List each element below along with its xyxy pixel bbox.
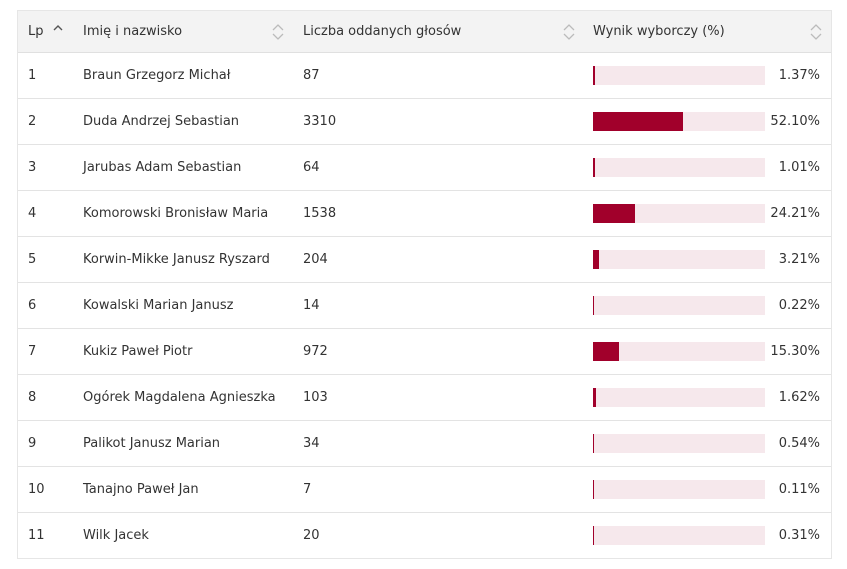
- result-bar: [593, 158, 765, 177]
- result-percent: 15.30%: [770, 344, 820, 359]
- result-bar-fill: [593, 112, 683, 131]
- result-bar: [593, 296, 765, 315]
- row-lp: 3: [28, 160, 37, 175]
- result-bar-fill: [593, 388, 596, 407]
- result-bar-fill: [593, 296, 595, 315]
- row-lp: 6: [28, 298, 37, 313]
- column-header-votes-label: Liczba oddanych głosów: [303, 24, 462, 39]
- result-percent: 1.01%: [778, 160, 820, 175]
- vote-count: 64: [303, 160, 320, 175]
- vote-count: 3310: [303, 114, 337, 129]
- table-row: 3 Jarubas Adam Sebastian 64 1.01%: [18, 145, 831, 191]
- result-bar: [593, 526, 765, 545]
- result-bar-fill: [593, 480, 595, 499]
- result-percent: 0.11%: [778, 482, 820, 497]
- row-lp: 4: [28, 206, 37, 221]
- row-lp: 9: [28, 436, 37, 451]
- row-lp: 11: [28, 528, 45, 543]
- table-row: 10 Tanajno Paweł Jan 7 0.11%: [18, 467, 831, 513]
- vote-count: 7: [303, 482, 312, 497]
- result-bar: [593, 388, 765, 407]
- result-bar: [593, 250, 765, 269]
- row-lp: 1: [28, 68, 37, 83]
- table-row: 5 Korwin-Mikke Janusz Ryszard 204 3.21%: [18, 237, 831, 283]
- column-header-name-label: Imię i nazwisko: [83, 24, 183, 39]
- sort-toggle-icon[interactable]: [271, 23, 285, 41]
- result-bar: [593, 480, 765, 499]
- table-row: 8 Ogórek Magdalena Agnieszka 103 1.62%: [18, 375, 831, 421]
- vote-count: 20: [303, 528, 320, 543]
- row-lp: 5: [28, 252, 37, 267]
- candidate-name: Braun Grzegorz Michał: [83, 68, 231, 83]
- result-percent: 24.21%: [770, 206, 820, 221]
- result-percent: 0.31%: [778, 528, 820, 543]
- candidate-name: Kukiz Paweł Piotr: [83, 344, 193, 359]
- column-header-name[interactable]: Imię i nazwisko: [83, 11, 283, 52]
- vote-count: 204: [303, 252, 328, 267]
- candidate-name: Korwin-Mikke Janusz Ryszard: [83, 252, 270, 267]
- column-header-lp[interactable]: Lp: [28, 11, 73, 52]
- table-row: 9 Palikot Janusz Marian 34 0.54%: [18, 421, 831, 467]
- row-lp: 7: [28, 344, 37, 359]
- vote-count: 14: [303, 298, 320, 313]
- table-row: 7 Kukiz Paweł Piotr 972 15.30%: [18, 329, 831, 375]
- table-row: 2 Duda Andrzej Sebastian 3310 52.10%: [18, 99, 831, 145]
- result-bar: [593, 66, 765, 85]
- sort-toggle-icon[interactable]: [562, 23, 576, 41]
- result-bar: [593, 434, 765, 453]
- result-bar-fill: [593, 204, 635, 223]
- column-header-result[interactable]: Wynik wyborczy (%): [593, 11, 813, 52]
- result-bar: [593, 112, 765, 131]
- vote-count: 972: [303, 344, 328, 359]
- column-header-votes[interactable]: Liczba oddanych głosów: [303, 11, 578, 52]
- result-percent: 52.10%: [770, 114, 820, 129]
- vote-count: 103: [303, 390, 328, 405]
- vote-count: 1538: [303, 206, 337, 221]
- table-header: Lp Imię i nazwisko Liczba oddanych głosó…: [18, 11, 831, 53]
- column-header-result-label: Wynik wyborczy (%): [593, 24, 725, 39]
- table-body: 1 Braun Grzegorz Michał 87 1.37% 2 Duda …: [18, 53, 831, 558]
- vote-count: 87: [303, 68, 320, 83]
- result-bar-fill: [593, 342, 620, 361]
- candidate-name: Ogórek Magdalena Agnieszka: [83, 390, 276, 405]
- result-bar: [593, 204, 765, 223]
- candidate-name: Jarubas Adam Sebastian: [83, 160, 242, 175]
- candidate-name: Tanajno Paweł Jan: [83, 482, 199, 497]
- row-lp: 2: [28, 114, 37, 129]
- table-row: 6 Kowalski Marian Janusz 14 0.22%: [18, 283, 831, 329]
- table-row: 1 Braun Grzegorz Michał 87 1.37%: [18, 53, 831, 99]
- table-row: 4 Komorowski Bronisław Maria 1538 24.21%: [18, 191, 831, 237]
- result-percent: 1.37%: [778, 68, 820, 83]
- candidate-name: Duda Andrzej Sebastian: [83, 114, 240, 129]
- result-percent: 3.21%: [778, 252, 820, 267]
- sort-toggle-icon[interactable]: [809, 23, 823, 41]
- result-bar-fill: [593, 250, 599, 269]
- candidate-name: Palikot Janusz Marian: [83, 436, 221, 451]
- row-lp: 8: [28, 390, 37, 405]
- result-bar-fill: [593, 66, 596, 85]
- sort-ascending-icon: [53, 24, 62, 30]
- result-bar: [593, 342, 765, 361]
- table-row: 11 Wilk Jacek 20 0.31%: [18, 513, 831, 558]
- vote-count: 34: [303, 436, 320, 451]
- result-bar-fill: [593, 434, 595, 453]
- result-bar-fill: [593, 526, 595, 545]
- result-percent: 0.22%: [778, 298, 820, 313]
- candidate-name: Wilk Jacek: [83, 528, 149, 543]
- result-percent: 1.62%: [778, 390, 820, 405]
- candidate-name: Kowalski Marian Janusz: [83, 298, 234, 313]
- election-results-table: Lp Imię i nazwisko Liczba oddanych głosó…: [17, 10, 832, 559]
- candidate-name: Komorowski Bronisław Maria: [83, 206, 269, 221]
- row-lp: 10: [28, 482, 45, 497]
- column-header-lp-label: Lp: [28, 24, 44, 39]
- result-bar-fill: [593, 158, 595, 177]
- result-percent: 0.54%: [778, 436, 820, 451]
